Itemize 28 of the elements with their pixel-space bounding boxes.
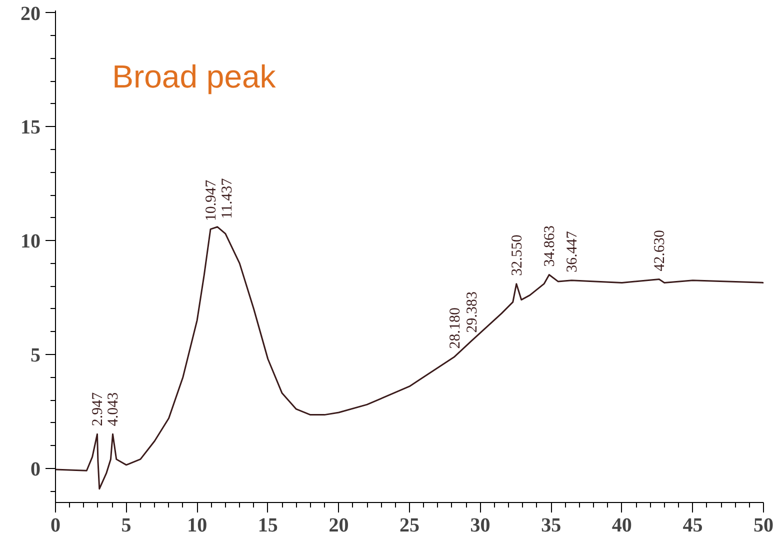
y-tick-label: 10	[20, 230, 40, 253]
x-tick-label: 45	[682, 514, 703, 536]
x-tick-label: 35	[541, 514, 562, 536]
annotation: 4.043	[106, 392, 122, 426]
annotation: 2.947	[90, 392, 106, 426]
y-tick-label: 0	[30, 458, 40, 480]
annotation: 10.947	[204, 179, 220, 222]
y-tick-label: 20	[20, 2, 40, 25]
annotation: 29.383	[464, 292, 481, 333]
annotation: 36.447	[564, 230, 581, 272]
x-tick-label: 25	[400, 514, 420, 536]
annotation: 28.180	[448, 307, 464, 349]
x-tick-label: 50	[754, 514, 774, 536]
annotation: 11.437	[219, 178, 236, 219]
y-tick-label: 15	[20, 116, 40, 139]
x-tick-label: 20	[328, 514, 349, 536]
x-tick-label: 30	[470, 514, 490, 536]
line-series	[56, 226, 764, 490]
x-tick-label: 0	[50, 514, 60, 536]
annotation: 32.550	[509, 234, 526, 276]
x-tick-label: 15	[258, 514, 278, 536]
x-tick-label: 5	[121, 514, 132, 536]
x-tick-label: 40	[612, 514, 632, 536]
annotation: Broad peak	[112, 58, 277, 95]
y-tick-label: 5	[30, 344, 40, 366]
annotation: 34.863	[542, 225, 558, 267]
x-tick-label: 10	[187, 514, 208, 536]
annotation: 42.630	[652, 230, 668, 272]
